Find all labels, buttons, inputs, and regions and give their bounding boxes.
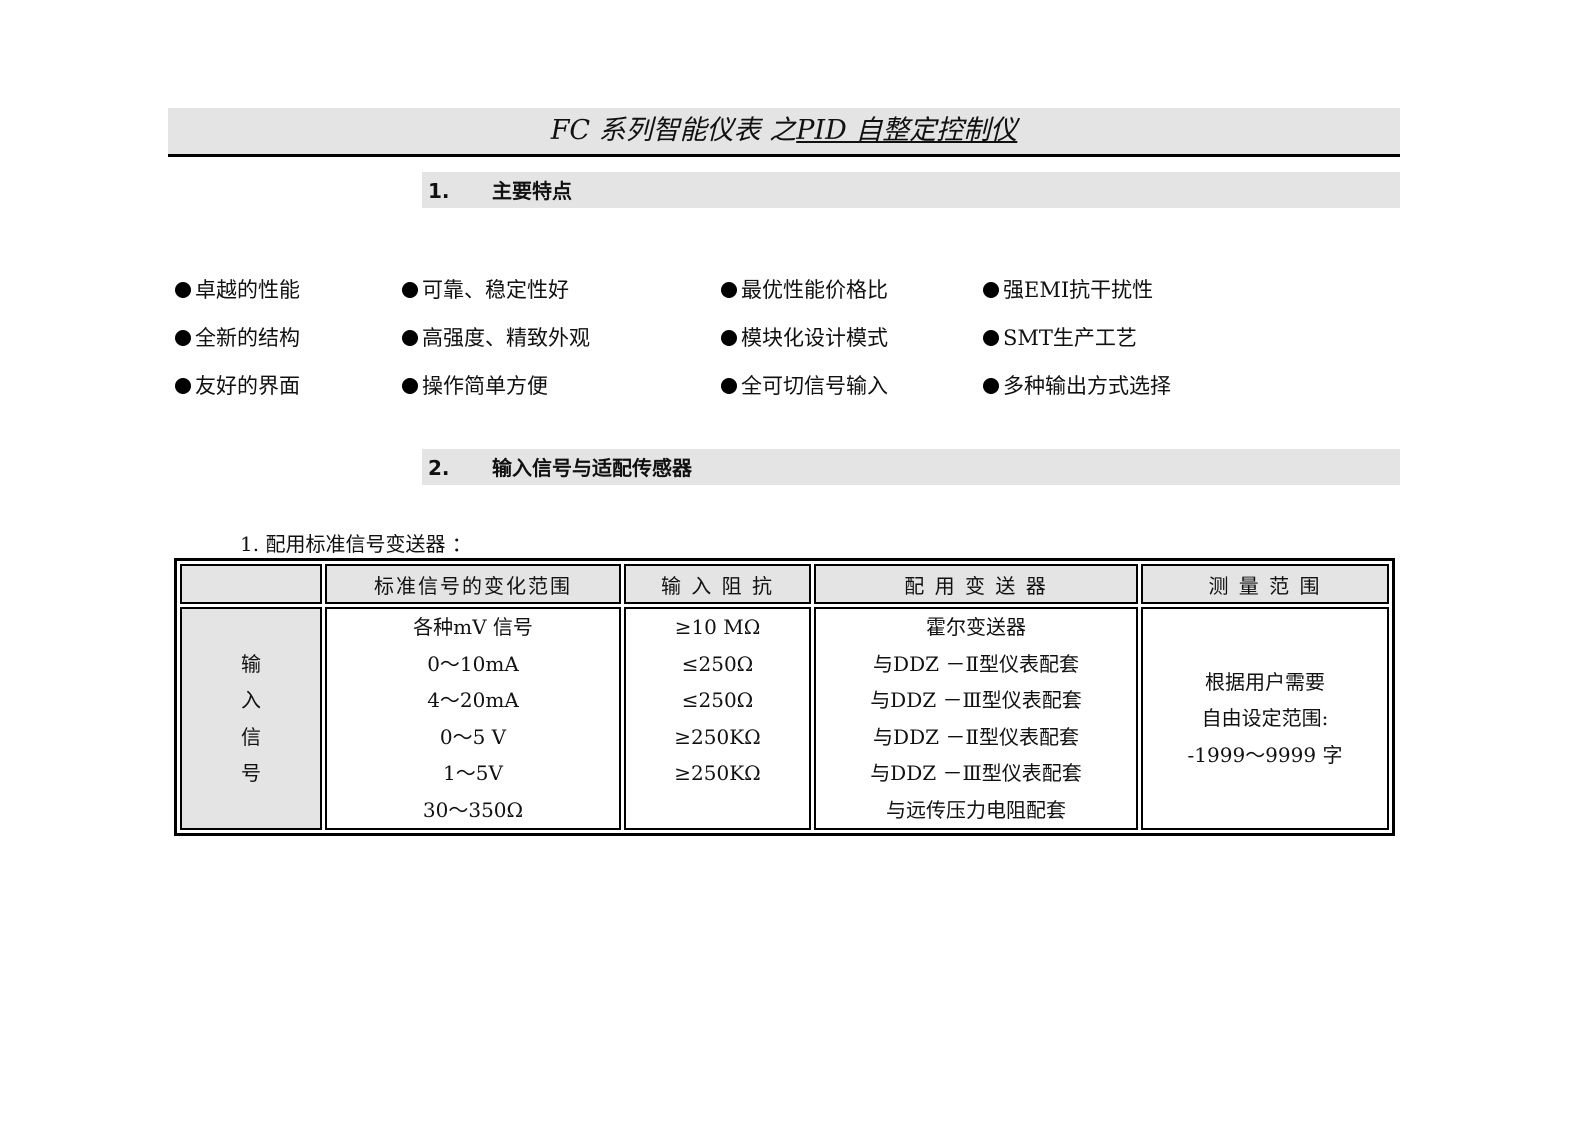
ranges-cell: 各种mV 信号 0～10mA 4～20mA 0～5 V 1～5V 30～350Ω: [325, 607, 621, 830]
impedance-value: ≤250Ω: [681, 688, 754, 712]
measure-range-cell: 根据用户需要 自由设定范围: -1999～9999 字: [1141, 607, 1389, 830]
feature-item: 操作简单方便: [402, 370, 548, 400]
bullet-icon: [983, 330, 999, 346]
row-label-cell: 输入信号: [180, 607, 322, 830]
measure-range-text: 自由设定范围:: [1201, 706, 1329, 731]
bullet-icon: [983, 282, 999, 298]
impedance-value: ≥250KΩ: [674, 724, 761, 749]
bullet-icon: [721, 330, 737, 346]
feature-label: 高强度、精致外观: [422, 326, 590, 350]
transmitter-value: 与DDZ －Ⅲ型仪表配套: [870, 761, 1082, 785]
transmitter-value: 与DDZ －Ⅲ型仪表配套: [870, 688, 1082, 712]
transmitters-cell: 霍尔变送器与DDZ －Ⅱ型仪表配套 与DDZ －Ⅲ型仪表配套 与DDZ －Ⅱ型仪表配…: [814, 607, 1138, 830]
feature-item: 全可切信号输入: [721, 370, 888, 400]
section-heading-features: 1. 主要特点: [422, 172, 1400, 208]
feature-label: 强EMI抗干扰性: [1003, 278, 1154, 302]
range-value: 4～20mA: [427, 688, 519, 712]
table-row: 输入信号 各种mV 信号 0～10mA 4～20mA 0～5 V 1～5V 30～350Ω…: [180, 607, 1389, 830]
bullet-icon: [983, 378, 999, 394]
feature-item: 友好的界面: [175, 370, 300, 400]
section-number: 2.: [428, 456, 450, 480]
impedance-value: [626, 792, 809, 829]
feature-item: 最优性能价格比: [721, 274, 888, 304]
measure-range-text: -1999～9999 字: [1187, 742, 1343, 767]
feature-label: 可靠、稳定性好: [422, 278, 569, 302]
title-product: PID 自整定控制仪: [796, 115, 1018, 146]
feature-label: SMT生产工艺: [1003, 326, 1137, 350]
feature-item: 可靠、稳定性好: [402, 274, 569, 304]
bullet-icon: [721, 378, 737, 394]
feature-item: 卓越的性能: [175, 274, 300, 304]
section-title: 主要特点: [492, 179, 572, 203]
bullet-icon: [402, 330, 418, 346]
impedance-value: ≥10 MΩ: [674, 615, 761, 639]
header-cell-empty: [180, 564, 322, 604]
bullet-icon: [402, 282, 418, 298]
transmitter-value: 与DDZ －Ⅱ型仪表配套: [873, 724, 1079, 749]
range-value: 1～5V: [443, 761, 503, 785]
impedance-value: ≥250KΩ: [674, 761, 761, 785]
title-prefix: FC 系列智能仪表 之: [550, 115, 797, 146]
feature-label: 全新的结构: [195, 326, 300, 350]
transmitter-value: 与DDZ －Ⅱ型仪表配套: [873, 651, 1079, 676]
feature-label: 模块化设计模式: [741, 326, 888, 350]
feature-label: 操作简单方便: [422, 374, 548, 398]
transmitter-value: 与远传压力电阻配套: [886, 797, 1066, 822]
row-label-char: 号: [241, 761, 261, 785]
header-cell: 测 量 范 围: [1141, 564, 1389, 604]
range-value: 0～10mA: [427, 651, 519, 676]
header-cell: 标准信号的变化范围: [325, 564, 621, 604]
subheading: 1. 配用标准信号变送器 ：: [240, 532, 472, 556]
section-title: 输入信号与适配传感器: [492, 456, 692, 480]
table-header-row: 标准信号的变化范围 输 入 阻 抗 配 用 变 送 器 测 量 范 围: [180, 564, 1389, 604]
feature-label: 友好的界面: [195, 374, 300, 398]
bullet-icon: [721, 282, 737, 298]
feature-item: 强EMI抗干扰性: [983, 274, 1153, 304]
feature-label: 最优性能价格比: [741, 278, 888, 302]
row-label-char: 信: [241, 724, 261, 749]
impedance-value: ≤250Ω: [681, 651, 754, 676]
range-value: 各种mV 信号: [413, 615, 533, 639]
feature-label: 卓越的性能: [195, 278, 300, 302]
feature-item: 模块化设计模式: [721, 322, 888, 352]
feature-item: 全新的结构: [175, 322, 300, 352]
measure-range-text: 根据用户需要: [1205, 669, 1325, 694]
feature-label: 全可切信号输入: [741, 374, 888, 398]
section-heading-input: 2. 输入信号与适配传感器: [422, 449, 1400, 485]
row-label-char: 入: [241, 688, 261, 712]
range-value: 0～5 V: [439, 724, 507, 749]
feature-item: SMT生产工艺: [983, 322, 1137, 352]
impedance-cell: ≥10 MΩ ≤250Ω ≤250Ω ≥250KΩ ≥250KΩ: [624, 607, 811, 830]
row-label-char: 输: [241, 651, 261, 676]
feature-item: 多种输出方式选择: [983, 370, 1171, 400]
feature-item: 高强度、精致外观: [402, 322, 590, 352]
feature-label: 多种输出方式选择: [1003, 374, 1171, 398]
header-cell: 输 入 阻 抗: [624, 564, 811, 604]
transmitter-value: 霍尔变送器: [926, 615, 1026, 639]
document-title: FC 系列智能仪表 之 PID 自整定控制仪: [168, 108, 1400, 157]
bullet-icon: [175, 378, 191, 394]
range-value: 30～350Ω: [422, 797, 524, 822]
bullet-icon: [175, 330, 191, 346]
section-number: 1.: [428, 179, 450, 203]
bullet-icon: [175, 282, 191, 298]
signal-table: 标准信号的变化范围 输 入 阻 抗 配 用 变 送 器 测 量 范 围 输入信号…: [174, 558, 1395, 836]
bullet-icon: [402, 378, 418, 394]
header-cell: 配 用 变 送 器: [814, 564, 1138, 604]
